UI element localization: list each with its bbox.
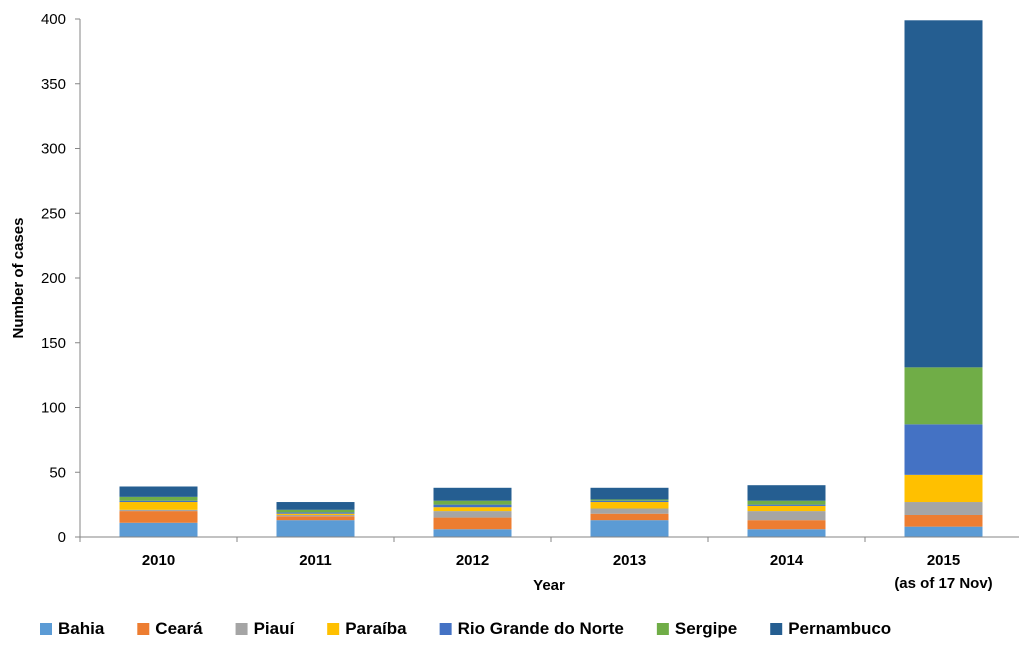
- bar-segment: [904, 424, 983, 475]
- bar-segment: [747, 505, 826, 512]
- bar-segment: [276, 514, 355, 517]
- x-tick-label: 2012: [456, 552, 489, 569]
- axes-group: [79, 19, 1019, 538]
- x-tick-sublabel: (as of 17 Nov): [894, 575, 992, 592]
- bar-segment: [590, 508, 669, 514]
- bar-segment: [433, 511, 512, 518]
- bar-segment: [276, 516, 355, 521]
- bar-segment: [904, 474, 983, 503]
- legend-label: Sergipe: [675, 619, 737, 638]
- bar-segment: [747, 520, 826, 530]
- bar-segment: [119, 496, 198, 501]
- legend: Bahia Ceará Piauí Paraíba Rio Grande do Nort…: [40, 619, 891, 638]
- bar-segment: [590, 499, 669, 501]
- bar-segment: [904, 502, 983, 515]
- legend-label: Pernambuco: [788, 619, 891, 638]
- bar-segment: [276, 509, 355, 513]
- y-tick-label: 250: [41, 205, 66, 222]
- x-tick-label: 2015: [927, 552, 960, 569]
- legend-swatch: [235, 623, 248, 635]
- bar-segment: [747, 485, 826, 501]
- bar-segment: [433, 529, 512, 537]
- legend-label: Paraíba: [345, 619, 407, 638]
- bar-segment: [276, 513, 355, 515]
- bar-segment: [904, 514, 983, 527]
- bar-segment: [747, 500, 826, 505]
- legend-swatch: [770, 623, 783, 635]
- x-ticks-group: 2010 2011 2012 2013 2014 2015 (as of 17 Nov): [79, 537, 993, 592]
- y-tick-label: 300: [41, 141, 66, 158]
- bar-segment: [276, 512, 355, 514]
- y-axis-title: Number of cases: [10, 218, 27, 339]
- bar-segment: [590, 520, 669, 537]
- legend-label: Bahia: [58, 619, 105, 638]
- legend-label: Piauí: [254, 619, 296, 638]
- y-tick-label: 100: [41, 400, 66, 417]
- bar-segment: [590, 500, 669, 503]
- legend-swatch: [327, 623, 340, 635]
- x-axis-title: Year: [533, 577, 565, 594]
- bar-segment: [590, 513, 669, 521]
- legend-swatch: [137, 623, 150, 635]
- x-tick-label: 2013: [613, 552, 646, 569]
- bar-segment: [276, 520, 355, 537]
- bars-group: [119, 20, 983, 537]
- y-tick-label: 400: [41, 11, 66, 28]
- bar-segment: [747, 504, 826, 506]
- bar-segment: [590, 502, 669, 509]
- bar-segment: [433, 487, 512, 501]
- legend-swatch: [656, 623, 669, 635]
- bar-segment: [119, 511, 198, 523]
- bar-segment: [119, 509, 198, 512]
- bar-segment: [119, 502, 198, 510]
- y-tick-label: 200: [41, 270, 66, 287]
- legend-label: Rio Grande do Norte: [458, 619, 624, 638]
- bar-segment: [433, 507, 512, 512]
- bar-segment: [904, 367, 983, 425]
- bar-segment: [433, 504, 512, 508]
- y-tick-label: 350: [41, 76, 66, 93]
- bar-segment: [119, 522, 198, 537]
- bar-segment: [433, 517, 512, 530]
- legend-swatch: [40, 623, 52, 635]
- bar-segment: [590, 487, 669, 500]
- bar-segment: [904, 526, 983, 537]
- bar-segment: [276, 502, 355, 510]
- bar-segment: [119, 500, 198, 503]
- y-tick-label: 0: [58, 529, 66, 546]
- bar-segment: [747, 529, 826, 537]
- bar-segment: [747, 511, 826, 521]
- x-tick-label: 2011: [299, 552, 332, 569]
- bar-segment: [433, 500, 512, 505]
- bar-segment: [119, 486, 198, 497]
- legend-label: Ceará: [155, 619, 203, 638]
- y-ticks-group: 0 50 100 150 200 250 300 350 400: [41, 11, 80, 546]
- bar-segment: [904, 20, 983, 368]
- x-tick-label: 2014: [770, 552, 804, 569]
- y-tick-label: 50: [49, 464, 66, 481]
- legend-swatch: [439, 623, 452, 635]
- y-tick-label: 150: [41, 335, 66, 352]
- x-tick-label: 2010: [142, 552, 175, 569]
